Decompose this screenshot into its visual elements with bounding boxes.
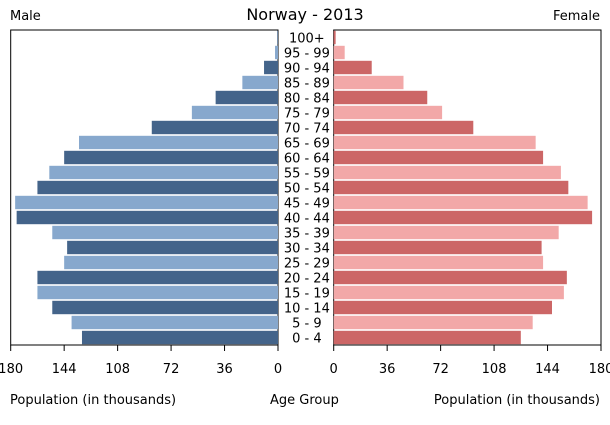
female-bar — [333, 105, 443, 120]
x-axis-label-right: Population (in thousands) — [433, 393, 600, 408]
age-group-label: 25 - 29 — [284, 257, 330, 272]
male-bar — [79, 135, 278, 150]
age-group-label: 55 - 59 — [284, 167, 330, 182]
male-bar — [151, 120, 278, 135]
age-group-label: 65 - 69 — [284, 137, 330, 152]
age-group-label: 70 - 74 — [284, 122, 330, 137]
male-bar — [37, 270, 279, 285]
male-bar — [64, 255, 278, 270]
female-bar — [333, 45, 345, 60]
age-group-label: 90 - 94 — [284, 62, 330, 77]
female-bar — [333, 120, 474, 135]
female-x-tick-label: 144 — [535, 362, 560, 377]
female-x-tick-label: 0 — [330, 362, 338, 377]
male-bar — [81, 330, 278, 345]
age-group-label: 5 - 9 — [292, 317, 322, 332]
female-bar — [333, 90, 428, 105]
male-bar — [49, 165, 279, 180]
age-group-label: 40 - 44 — [284, 212, 330, 227]
female-bar — [333, 255, 544, 270]
age-group-label: 100+ — [289, 32, 325, 47]
female-bar — [333, 300, 552, 315]
age-group-label: 95 - 99 — [284, 47, 330, 62]
age-group-label: 80 - 84 — [284, 92, 330, 107]
male-bar — [52, 300, 278, 315]
female-x-tick-label: 108 — [482, 362, 507, 377]
female-bar — [333, 285, 564, 300]
age-group-label: 35 - 39 — [284, 227, 330, 242]
age-group-label: 45 - 49 — [284, 197, 330, 212]
male-x-tick-label: 144 — [52, 362, 77, 377]
male-bar — [71, 315, 279, 330]
male-bar — [64, 150, 278, 165]
age-group-label: 15 - 19 — [284, 287, 330, 302]
male-bar — [277, 30, 278, 45]
chart-title: Norway - 2013 — [246, 5, 364, 24]
female-bar — [333, 330, 521, 345]
female-bar — [333, 75, 404, 90]
male-bar — [16, 210, 278, 225]
female-bar — [333, 195, 588, 210]
male-bar — [242, 75, 278, 90]
male-bar — [15, 195, 279, 210]
male-x-tick-label: 108 — [105, 362, 130, 377]
male-x-tick-label: 0 — [274, 362, 282, 377]
female-bar — [333, 180, 569, 195]
male-label: Male — [10, 9, 41, 24]
male-bar — [264, 60, 278, 75]
male-bar — [37, 180, 279, 195]
female-label: Female — [552, 9, 600, 24]
male-x-tick-label: 36 — [216, 362, 233, 377]
age-group-label: 50 - 54 — [284, 182, 330, 197]
female-x-tick-label: 36 — [379, 362, 396, 377]
female-bar — [333, 165, 561, 180]
male-bar — [191, 105, 278, 120]
male-bar — [215, 90, 278, 105]
male-x-tick-label: 180 — [0, 362, 23, 377]
female-bar — [333, 225, 559, 240]
age-group-label: 10 - 14 — [284, 302, 330, 317]
age-group-label: 60 - 64 — [284, 152, 330, 167]
x-axis-label-center: Age Group — [270, 393, 339, 408]
female-bar — [333, 315, 533, 330]
male-bar — [52, 225, 278, 240]
male-bar — [275, 45, 278, 60]
female-bar — [333, 240, 542, 255]
age-group-label: 85 - 89 — [284, 77, 330, 92]
male-x-tick-label: 72 — [163, 362, 180, 377]
x-axis-label-left: Population (in thousands) — [10, 393, 177, 408]
age-group-label: 75 - 79 — [284, 107, 330, 122]
female-x-tick-label: 72 — [432, 362, 449, 377]
female-bar — [333, 210, 593, 225]
age-group-label: 20 - 24 — [284, 272, 330, 287]
female-x-tick-label: 180 — [589, 362, 610, 377]
male-bar — [37, 285, 279, 300]
age-group-label: 30 - 34 — [284, 242, 330, 257]
female-bar — [333, 150, 544, 165]
female-bar — [333, 60, 372, 75]
female-bar — [333, 135, 536, 150]
female-bar — [333, 270, 567, 285]
female-bar — [333, 30, 336, 45]
male-bar — [67, 240, 278, 255]
age-group-label: 0 - 4 — [292, 332, 322, 347]
